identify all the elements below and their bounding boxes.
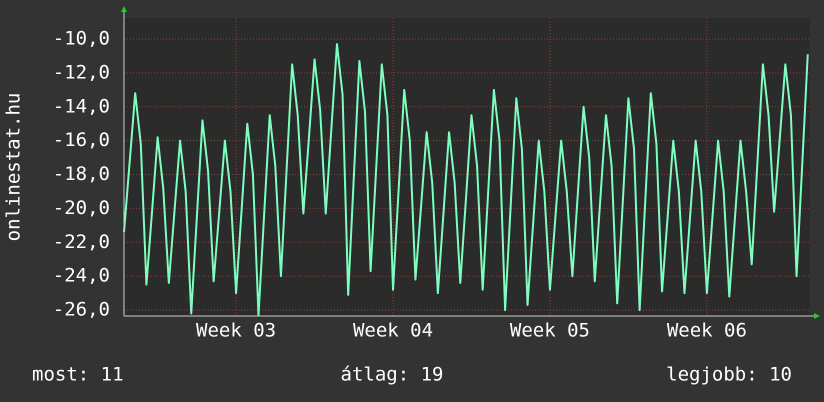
y-axis-label: onlinestat.hu xyxy=(3,93,25,242)
x-tick-label: Week 03 xyxy=(196,320,276,342)
y-tick-label: -18,0 xyxy=(53,163,110,185)
y-tick-label: -22,0 xyxy=(53,231,110,253)
stat-best: legjobb: 10 xyxy=(666,364,792,386)
y-tick-label: -24,0 xyxy=(53,265,110,287)
y-tick-label: -20,0 xyxy=(53,197,110,219)
y-tick-label: -12,0 xyxy=(53,61,110,83)
stat-current: most: 11 xyxy=(32,364,124,386)
x-axis-arrow xyxy=(814,313,820,319)
x-tick-label: Week 04 xyxy=(353,320,433,342)
y-axis-arrow xyxy=(121,6,127,12)
y-tick-label: -14,0 xyxy=(53,95,110,117)
x-tick-label: Week 06 xyxy=(667,320,747,342)
marks xyxy=(123,43,809,317)
grid xyxy=(124,18,810,316)
y-tick-label: -26,0 xyxy=(53,299,110,321)
x-tick-label: Week 05 xyxy=(510,320,590,342)
y-tick-label: -16,0 xyxy=(53,129,110,151)
data-line xyxy=(123,43,809,317)
stat-average: átlag: 19 xyxy=(341,364,444,386)
y-tick-label: -10,0 xyxy=(53,28,110,50)
